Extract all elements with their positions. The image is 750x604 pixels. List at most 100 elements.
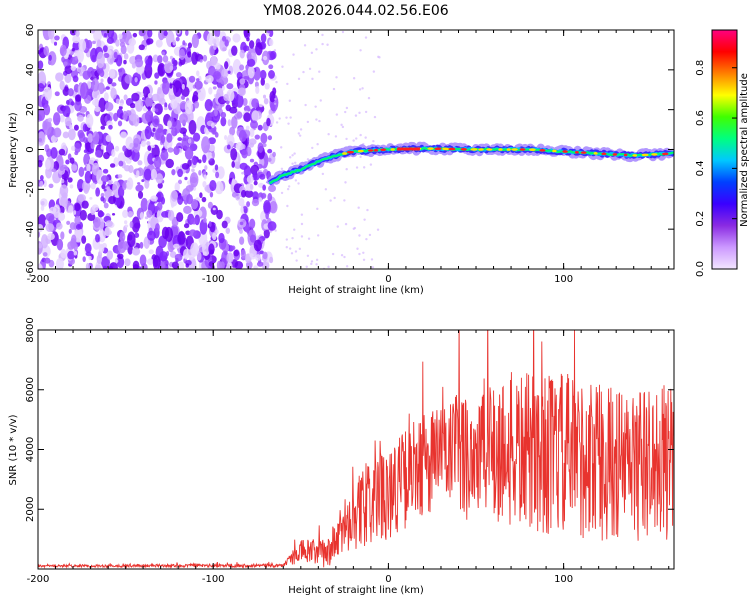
spectrogram-noise-cell <box>170 98 178 109</box>
spectrogram-noise-cell <box>38 83 45 92</box>
spectrogram-noise-cell <box>71 47 75 52</box>
spectrogram-noise-cell <box>273 49 277 52</box>
spectrogram-noise-cell <box>44 86 52 101</box>
spectrogram-noise-cell <box>169 83 173 89</box>
spectrogram-noise-cell <box>196 70 200 77</box>
spectrogram-noise-cell <box>362 258 366 261</box>
spectrogram-noise-cell <box>52 112 61 126</box>
spectrogram-noise-cell <box>220 111 227 119</box>
spectrogram-noise-cell <box>125 110 132 116</box>
spectrogram-noise-cell <box>74 100 82 112</box>
spectrogram-noise-cell <box>224 61 229 70</box>
spectrogram-noise-cell <box>124 258 131 267</box>
spectrogram-noise-cell <box>334 135 338 138</box>
spectrogram-noise-cell <box>235 141 244 151</box>
spectrogram-noise-cell <box>74 215 81 225</box>
spectrogram-noise-cell <box>208 87 213 95</box>
spectrogram-noise-cell <box>257 124 263 131</box>
spectrogram-noise-cell <box>94 106 101 112</box>
spectrogram-noise-cell <box>134 232 140 238</box>
spectrogram-noise-cell <box>231 245 236 251</box>
spectrogram-noise-cell <box>253 265 258 269</box>
spectrogram-noise-cell <box>109 163 116 168</box>
spectrogram-noise-cell <box>285 246 288 249</box>
spectrogram-noise-cell <box>107 30 115 39</box>
spectrogram-noise-cell <box>368 233 372 237</box>
spectrogram-noise-cell <box>224 39 229 47</box>
spectrogram-noise-cell <box>190 242 199 257</box>
spectrogram-noise-cell <box>103 202 109 209</box>
spectrogram-noise-cell <box>56 238 64 251</box>
spectrogram-noise-cell <box>119 231 126 243</box>
spectrogram-noise-cell <box>68 228 72 234</box>
spectrogram-noise-cell <box>358 252 361 256</box>
spectrogram-noise-cell <box>238 197 245 207</box>
signal-track-peak <box>651 153 658 156</box>
spectrogram-noise-cell <box>147 152 155 165</box>
spectrogram-noise-cell <box>108 265 114 269</box>
spectrogram-noise-cell <box>297 77 301 81</box>
signal-track-peak <box>552 149 557 153</box>
spectrogram-noise-cell <box>184 100 193 115</box>
spectrogram-noise-cell <box>148 249 154 255</box>
spectrogram-noise-cell <box>60 194 68 208</box>
signal-track-peak <box>632 154 638 157</box>
spectrogram-noise-cell <box>209 112 215 117</box>
spectrogram-noise-cell <box>225 104 232 112</box>
spectrogram-noise-cell <box>261 260 270 269</box>
spectrogram-noise-cell <box>194 80 203 90</box>
signal-track-peak <box>367 149 374 152</box>
spectrogram-noise-cell <box>82 123 88 132</box>
spectrogram-x-ticks: -200 -100 0 100 <box>27 30 670 285</box>
spectrogram-noise-cell <box>370 258 374 261</box>
spectrogram-noise-cell <box>144 110 154 122</box>
spectrogram-noise-cell <box>303 44 307 47</box>
spectrogram-noise-cell <box>167 209 175 221</box>
spectrogram-noise-cell <box>67 250 75 260</box>
spectrogram-noise-cell <box>311 77 314 81</box>
spectrogram-noise-cell <box>239 162 248 170</box>
snr-y-label: SNR (10 * v/v) <box>8 414 19 485</box>
signal-track-peak <box>434 147 442 151</box>
spectrogram-noise-cell <box>226 144 231 150</box>
spectrogram-noise-cell <box>272 151 276 158</box>
spectrogram-noise-cell <box>294 161 297 164</box>
spectrogram-noise-cell <box>157 182 163 189</box>
spectrogram-noise-cell <box>174 182 180 192</box>
spectrogram-noise-cell <box>235 195 240 201</box>
spectrogram-noise-cell <box>243 45 250 52</box>
spectrogram-noise-cell <box>327 132 330 136</box>
spectrogram-noise-cell <box>67 177 73 183</box>
spectrogram-noise-cell <box>305 265 308 268</box>
spectrogram-noise-cell <box>188 229 197 237</box>
spectrogram-noise-cell <box>204 165 208 171</box>
spectrogram-noise-cell <box>50 147 58 159</box>
spectrogram-noise-cell <box>75 30 80 37</box>
spectrogram-noise-cell <box>267 221 277 231</box>
spectrogram-noise-cell <box>262 55 268 61</box>
spectrogram-noise-cell <box>134 98 144 112</box>
spectrogram-noise-cell <box>89 197 93 200</box>
spectrogram-noise-cell <box>169 251 177 258</box>
signal-track-peak <box>380 148 387 152</box>
x-tick-label: -100 <box>202 574 225 585</box>
spectrogram-noise-cell <box>352 77 356 80</box>
snr-x-ticks: -200 -100 0 100 <box>27 330 670 585</box>
spectrogram-noise-cell <box>372 139 375 143</box>
spectrogram-noise-cell <box>290 252 294 255</box>
spectrogram-noise-cell <box>76 66 85 74</box>
spectrogram-noise-cell <box>77 194 87 202</box>
spectrogram-noise-cell <box>353 226 357 230</box>
spectrogram-noise-cell <box>132 137 141 153</box>
spectrogram-noise-cell <box>177 195 184 205</box>
spectrogram-noise-cell <box>184 146 194 160</box>
spectrogram-noise-cell <box>118 160 124 167</box>
spectrogram-noise-cell <box>315 263 318 266</box>
spectrogram-noise-cell <box>199 59 203 63</box>
spectrogram-noise-cell <box>324 188 328 191</box>
spectrogram-noise-cell <box>96 51 105 69</box>
spectrogram-noise-cell <box>291 162 294 165</box>
spectrogram-noise-cell <box>39 175 44 181</box>
